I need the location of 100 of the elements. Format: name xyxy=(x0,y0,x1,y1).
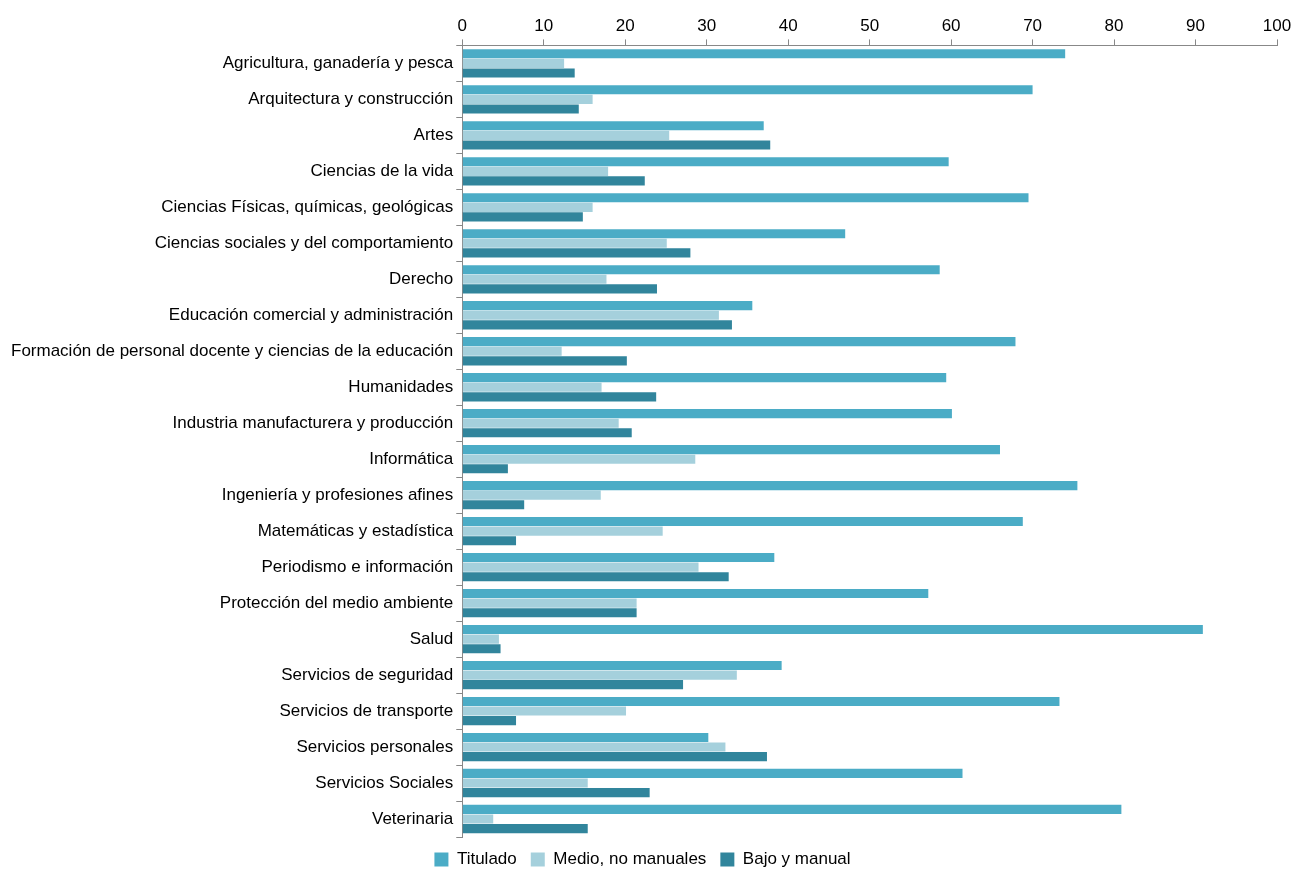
bar xyxy=(462,382,602,392)
bar xyxy=(462,552,775,563)
bar xyxy=(462,301,753,311)
x-tick-label: 100 xyxy=(1262,15,1292,35)
bar xyxy=(462,778,588,788)
y-tick-label: Educación comercial y administración xyxy=(168,304,454,324)
bar xyxy=(462,418,619,428)
bar xyxy=(462,634,499,644)
bar xyxy=(462,238,667,248)
bar xyxy=(462,752,767,762)
bar xyxy=(462,265,940,275)
bar xyxy=(462,202,593,212)
y-tick-label: Artes xyxy=(413,125,454,145)
bar xyxy=(462,500,525,510)
bar xyxy=(462,140,771,150)
y-tick-label: Arquitectura y construcción xyxy=(248,89,454,109)
bar xyxy=(462,176,645,186)
x-tick-label: 80 xyxy=(1104,15,1124,35)
x-tick-label: 20 xyxy=(615,15,635,35)
legend-label: Bajo y manual xyxy=(742,849,851,869)
bar xyxy=(462,517,1023,527)
y-tick-label: Servicios de transporte xyxy=(279,700,454,720)
bar xyxy=(462,804,1122,814)
bar xyxy=(462,716,517,726)
bar xyxy=(462,284,657,294)
bar xyxy=(462,392,657,402)
bar xyxy=(462,572,729,582)
y-tick-label: Protección del medio ambiente xyxy=(219,592,454,612)
bar xyxy=(462,490,601,500)
bar xyxy=(462,732,709,743)
y-tick-label: Matemáticas y estadística xyxy=(257,520,454,540)
bar xyxy=(462,824,588,834)
y-tick-label: Ciencias de la vida xyxy=(310,161,454,181)
bar xyxy=(462,670,737,680)
bar xyxy=(462,598,637,608)
bar xyxy=(462,94,593,104)
y-tick-label: Humanidades xyxy=(348,376,454,396)
x-tick-label: 50 xyxy=(860,15,880,35)
bar xyxy=(462,85,1033,95)
y-tick-label: Ciencias Físicas, químicas, geológicas xyxy=(161,197,454,217)
x-tick-label: 30 xyxy=(697,15,717,35)
bar xyxy=(462,788,650,798)
y-tick-label: Periodismo e información xyxy=(261,556,454,576)
bar xyxy=(462,608,637,618)
x-tick-label: 90 xyxy=(1186,15,1205,35)
bar xyxy=(462,742,726,752)
legend-label: Titulado xyxy=(456,849,517,869)
bar xyxy=(462,310,719,320)
x-tick-label: 0 xyxy=(457,15,467,35)
bar xyxy=(462,68,575,78)
bar xyxy=(462,104,579,114)
bar xyxy=(462,346,562,356)
y-tick-label: Informática xyxy=(369,448,454,468)
bar xyxy=(462,320,732,330)
bar xyxy=(462,49,1066,59)
bar xyxy=(462,624,1203,635)
bar xyxy=(462,445,1000,455)
bar xyxy=(462,157,949,167)
bar xyxy=(462,166,609,176)
legend-label: Medio, no manuales xyxy=(553,849,707,869)
y-tick-label: Formación de personal docente y ciencias de la educación xyxy=(11,340,454,360)
y-tick-label: Servicios Sociales xyxy=(315,772,454,792)
x-tick-label: 10 xyxy=(534,15,554,35)
y-tick-label: Salud xyxy=(409,628,454,648)
x-tick-label: 40 xyxy=(778,15,798,35)
bar xyxy=(462,373,947,383)
bar xyxy=(462,562,699,572)
bar xyxy=(462,696,1060,707)
bar xyxy=(462,428,632,438)
bar xyxy=(462,454,696,464)
bar xyxy=(462,481,1078,491)
y-tick-label: Agricultura, ganadería y pesca xyxy=(222,53,454,73)
y-tick-label: Derecho xyxy=(389,268,454,288)
bar xyxy=(462,706,627,716)
bar xyxy=(462,274,607,284)
y-tick-label: Ciencias sociales y del comportamiento xyxy=(154,232,454,252)
y-tick-label: Servicios personales xyxy=(296,736,454,756)
bar xyxy=(462,337,1016,347)
bar xyxy=(462,768,963,778)
bar xyxy=(462,680,684,690)
bar xyxy=(462,58,565,68)
bar xyxy=(462,588,929,599)
bar xyxy=(462,536,517,546)
y-tick-label: Industria manufacturera y producción xyxy=(172,412,454,432)
bar xyxy=(462,526,663,536)
bar xyxy=(462,229,846,239)
bar xyxy=(462,212,583,222)
bar xyxy=(462,409,952,419)
bar xyxy=(462,356,627,366)
bar xyxy=(462,130,670,140)
bar xyxy=(462,644,501,654)
x-tick-label: 60 xyxy=(941,15,961,35)
bar xyxy=(462,121,764,131)
bar xyxy=(462,814,494,824)
bar xyxy=(462,193,1029,203)
y-tick-label: Servicios de seguridad xyxy=(281,664,454,684)
bar xyxy=(462,464,508,474)
y-tick-label: Veterinaria xyxy=(371,808,454,828)
bar xyxy=(462,660,782,671)
bar xyxy=(462,248,691,258)
